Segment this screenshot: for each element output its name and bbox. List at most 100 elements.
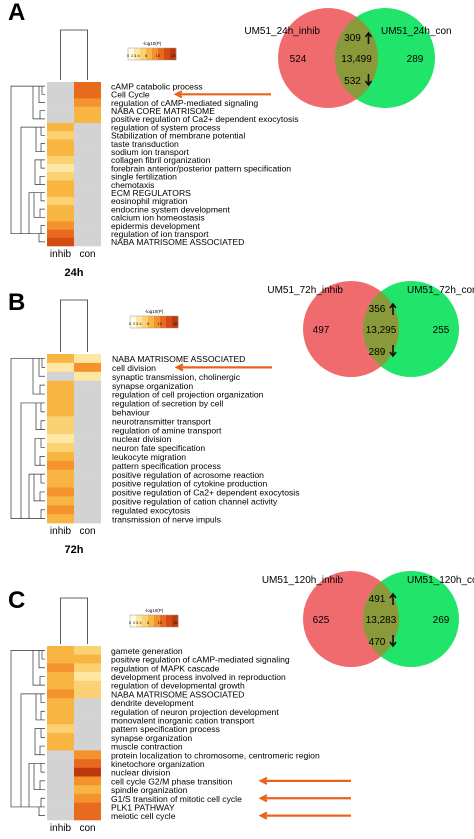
term-label: chemotaxis [111,180,154,190]
heatmap-cell [47,106,74,116]
heatmap-cell [47,811,74,821]
heatmap-cell [74,767,101,777]
color-scale-step [140,48,147,60]
term-label: synapse organization [111,733,192,743]
heatmap-cell [74,139,101,148]
heatmap-cell [74,221,101,230]
heatmap-cell [47,205,74,214]
heatmap-cell [74,229,101,239]
heatmap-cell [47,398,74,408]
term-label: pattern specification process [112,461,221,471]
heatmap-cell [47,706,74,716]
heatmap-cell [47,164,74,173]
heatmap-cell [47,407,74,417]
color-scale-step [142,615,149,627]
term-label: regulation of neuron projection developm… [111,707,279,717]
heatmap-cell [74,715,101,725]
color-scale-tick: 3 [134,54,136,58]
term-label: positive regulation of cAMP-mediated sig… [111,655,290,665]
heatmap-cell [47,147,74,157]
venn-count-up: 309 [344,33,361,44]
column-label: inhib [50,526,72,537]
heatmap-cell [74,205,101,214]
term-label: meiotic cell cycle [111,811,176,821]
heatmap-cell [47,487,74,497]
heatmap-cell [74,741,101,751]
color-scale-frame [129,614,179,628]
term-label: muscle contraction [111,742,183,752]
term-label: regulation of MAPK cascade [111,663,220,673]
heatmap-cell [74,82,101,91]
term-label: positive regulation of cation channel ac… [112,497,278,507]
heatmap-cell [47,123,74,132]
heatmap-cell [47,776,74,786]
term-label: regulation of cAMP-mediated signaling [111,98,258,108]
term-label: Stabilization of membrane potential [111,131,245,141]
term-label: G1/S transition of mitotic cell cycle [111,794,242,804]
term-label: endocrine system development [111,204,231,214]
venn-count-inhib-only: 524 [290,54,307,65]
venn-count-inhib-only: 497 [313,325,330,336]
venn-count-down: 532 [344,76,361,87]
panel-letter: A [8,0,25,26]
heatmap-cell [47,98,74,107]
venn-label-inhib: UM51_24h_inhib [244,26,320,37]
column-label: con [79,526,95,537]
heatmap-cell [47,646,74,655]
column-label: inhib [50,823,72,834]
panel-b-figure: B UM51_72h_inhib UM51_72h_con 497 255 356 13,2… [8,281,474,556]
term-label: behaviour [112,408,150,418]
heatmap-cell [47,689,74,699]
venn-count-shared: 13,295 [366,325,397,336]
color-scale-step [154,615,161,627]
up-arrow-icon [364,31,373,44]
heatmap-cell [74,434,101,444]
venn-count-shared: 13,499 [341,54,372,65]
heatmap-cell [47,478,74,488]
term-label: PLK1 PATHWAY [111,803,175,813]
column-dendrogram [60,29,88,80]
term-label: epidermis development [111,221,200,231]
heatmap-cell [47,451,74,462]
panel-a: A UM51_24h_inhib UM51_24h_con 524 289 309 13,4… [0,0,474,280]
highlight-arrow-icon [258,794,351,803]
heatmap-cell [74,213,101,222]
down-arrow-icon [364,74,373,87]
heatmap-cell [47,196,74,206]
heatmap-cell [74,706,101,716]
venn-label-con: UM51_24h_con [381,26,452,37]
venn-label-con: UM51_72h_con [407,285,474,296]
heatmap-cell [74,750,101,760]
heatmap-cell [74,398,101,408]
term-label: positive regulation of cytokine producti… [112,479,267,489]
heatmap-cell [74,759,101,769]
heatmap-cell [47,416,74,426]
color-scale-tick: 0 [129,621,131,625]
panel-letter: C [8,587,25,614]
heatmap-cell [74,237,101,247]
color-scale-step [128,48,135,60]
color-scale-step [130,615,137,627]
heatmap-cell [47,371,74,381]
heatmap-cell [74,514,101,524]
color-scale-step [154,316,161,328]
color-scale-step [164,48,171,60]
term-label: positive regulation of Ca2+ dependent ex… [111,114,299,124]
color-scale-step [152,48,159,60]
timepoint-label: 24h [65,267,84,279]
heatmap-cell [74,114,101,124]
term-label: development process involved in reproduc… [111,672,286,682]
color-scale-frame [127,47,177,61]
color-scale-step [172,316,179,328]
heatmap-cell [47,663,74,673]
heatmap-cell [74,147,101,157]
color-scale-step [142,316,149,328]
panel-c-figure: C UM51_120h_inhib UM51_120h_con 625 269 491 13… [8,571,474,834]
heatmap-cell [47,425,74,435]
venn-count-shared: 13,283 [366,615,397,626]
venn-count-down: 470 [369,637,386,648]
column-label: inhib [50,249,72,260]
heatmap-cell [47,139,74,148]
term-label: cell division [112,363,156,373]
term-label: regulated exocytosis [112,505,190,515]
